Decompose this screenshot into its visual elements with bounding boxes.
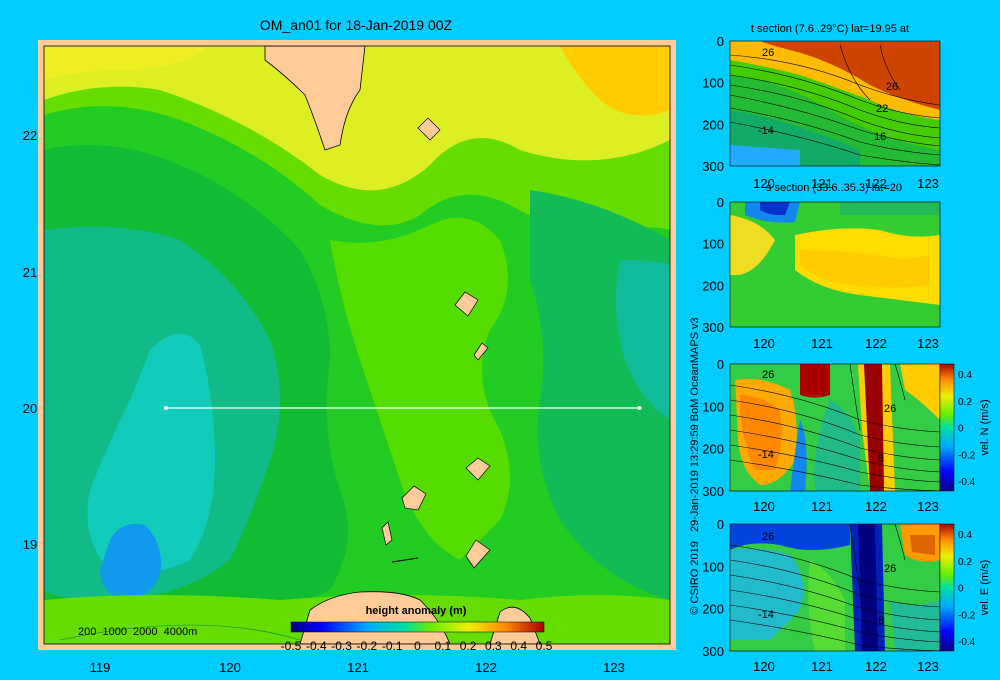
section-lon-tick: 122 <box>865 336 887 351</box>
contour-label: 26 <box>762 369 774 381</box>
contour-label: 8 <box>878 453 884 465</box>
section-lon-tick: 120 <box>753 176 775 191</box>
section-lon-tick: 121 <box>811 499 833 514</box>
colorbar-tick: 0.1 <box>434 639 451 653</box>
colorbar-tick: -0.2 <box>958 610 976 621</box>
lon-tick: 121 <box>347 660 369 675</box>
lat-tick: 22 <box>23 128 37 143</box>
colorbar-tick: 0 <box>414 639 421 653</box>
depth-tick: 200 <box>702 442 724 457</box>
colorbar-ticks: -0.5 -0.4 -0.3 -0.2 -0.1 0 0.1 0.2 0.3 0.4 0.5 <box>281 639 553 653</box>
height-colorbar <box>290 621 545 633</box>
section-axes: 0 100 200 300 120 121 122 123 0 100 200 300 120 121 12… <box>702 34 991 674</box>
contour-label: -14 <box>758 609 774 621</box>
colorbar-tick: 0.4 <box>958 530 972 541</box>
depth-tick: 100 <box>702 76 724 91</box>
depth-tick: 100 <box>702 237 724 252</box>
contour-label: -14 <box>758 449 774 461</box>
depth-tick: 200 <box>702 278 724 293</box>
depth-tick: 0 <box>717 34 724 49</box>
depth-tick: 300 <box>702 320 724 335</box>
colorbar-tick: -0.1 <box>382 639 403 653</box>
section-line-start <box>164 406 168 410</box>
vel-n-colorbar <box>939 363 955 492</box>
colorbar-tick: 0 <box>958 424 964 435</box>
colorbar-tick: 0.2 <box>958 397 972 408</box>
section-lon-tick: 121 <box>811 659 833 674</box>
depth-tick: 200 <box>702 117 724 132</box>
depth-tick: 0 <box>717 195 724 210</box>
depth-tick: 100 <box>702 399 724 414</box>
contour-label: 26 <box>762 531 774 543</box>
colorbar-tick: 0.5 <box>536 639 553 653</box>
lat-tick: 19 <box>23 537 37 552</box>
section-lon-tick: 121 <box>811 176 833 191</box>
colorbar-tick: -0.4 <box>306 639 327 653</box>
map-border <box>43 45 671 645</box>
contour-label: 26 <box>886 81 898 93</box>
t-section-title: t section (7.6..29°C) lat=19.95 at <box>751 23 909 35</box>
depth-tick: 300 <box>702 484 724 499</box>
vel-e-section-plot <box>730 524 940 651</box>
vel-n-section-plot <box>730 364 940 491</box>
contour-label: 26 <box>884 403 896 415</box>
contour-label: 22 <box>876 103 888 115</box>
section-lon-tick: 123 <box>917 176 939 191</box>
lon-tick: 122 <box>475 660 497 675</box>
section-lon-tick: 122 <box>865 659 887 674</box>
colorbar-tick: -0.4 <box>958 637 976 648</box>
depth-tick: 300 <box>702 644 724 659</box>
contour-label: 26 <box>762 47 774 59</box>
lon-tick: 120 <box>219 660 241 675</box>
depth-tick: 0 <box>717 357 724 372</box>
section-lon-tick: 120 <box>753 659 775 674</box>
colorbar-tick: 0 <box>958 584 964 595</box>
s-section-title: s section (33.6..35.3) lat=20 <box>766 182 902 194</box>
colorbar-tick: -0.2 <box>357 639 378 653</box>
colorbar-label: height anomaly (m) <box>366 605 467 617</box>
colorbar-tick: 0.4 <box>958 370 972 381</box>
t-section-plot <box>730 41 940 166</box>
contour-label: 26 <box>884 563 896 575</box>
section-lon-tick: 122 <box>865 499 887 514</box>
section-lon-tick: 123 <box>917 659 939 674</box>
lon-tick: 119 <box>90 660 111 675</box>
vel-e-colorbar <box>939 523 955 652</box>
section-line-end <box>637 406 642 410</box>
section-lon-tick: 123 <box>917 336 939 351</box>
section-lon-tick: 122 <box>865 176 887 191</box>
depth-legend: 200 1000 2000 4000m <box>78 626 197 638</box>
contour-label: 8 <box>878 615 884 627</box>
map-lon-axis: 119 120 121 122 123 <box>90 660 625 675</box>
side-credit: © CSIRO 2019 29-Jan-2019 13:29:59 BoM Oc… <box>689 317 701 614</box>
lat-tick: 20 <box>23 401 37 416</box>
colorbar-tick: 0.4 <box>510 639 527 653</box>
section-lon-tick: 120 <box>753 499 775 514</box>
map-lat-axis: 22 21 20 19 <box>23 128 37 552</box>
depth-tick: 100 <box>702 559 724 574</box>
section-lon-tick: 120 <box>753 336 775 351</box>
contour-label: 16 <box>874 131 886 143</box>
colorbar-tick: 0.2 <box>958 557 972 568</box>
colorbar-tick: -0.5 <box>281 639 302 653</box>
colorbar-tick: -0.2 <box>958 450 976 461</box>
section-lon-tick: 123 <box>917 499 939 514</box>
colorbar-tick: -0.3 <box>331 639 352 653</box>
depth-tick: 200 <box>702 602 724 617</box>
map-title: OM_an01 for 18-Jan-2019 00Z <box>260 17 453 33</box>
height-anomaly-field <box>44 46 670 644</box>
colorbar-label: vel. N (m/s) <box>979 399 991 455</box>
lat-tick: 21 <box>23 265 37 280</box>
s-section-plot <box>730 202 940 327</box>
contour-label: -14 <box>758 125 774 137</box>
colorbar-tick: -0.4 <box>958 477 976 488</box>
colorbar-label: vel. E (m/s) <box>979 560 991 616</box>
section-lon-tick: 121 <box>811 336 833 351</box>
depth-tick: 300 <box>702 159 724 174</box>
lon-tick: 123 <box>603 660 625 675</box>
colorbar-tick: 0.3 <box>485 639 502 653</box>
depth-tick: 0 <box>717 517 724 532</box>
colorbar-tick: 0.2 <box>460 639 477 653</box>
